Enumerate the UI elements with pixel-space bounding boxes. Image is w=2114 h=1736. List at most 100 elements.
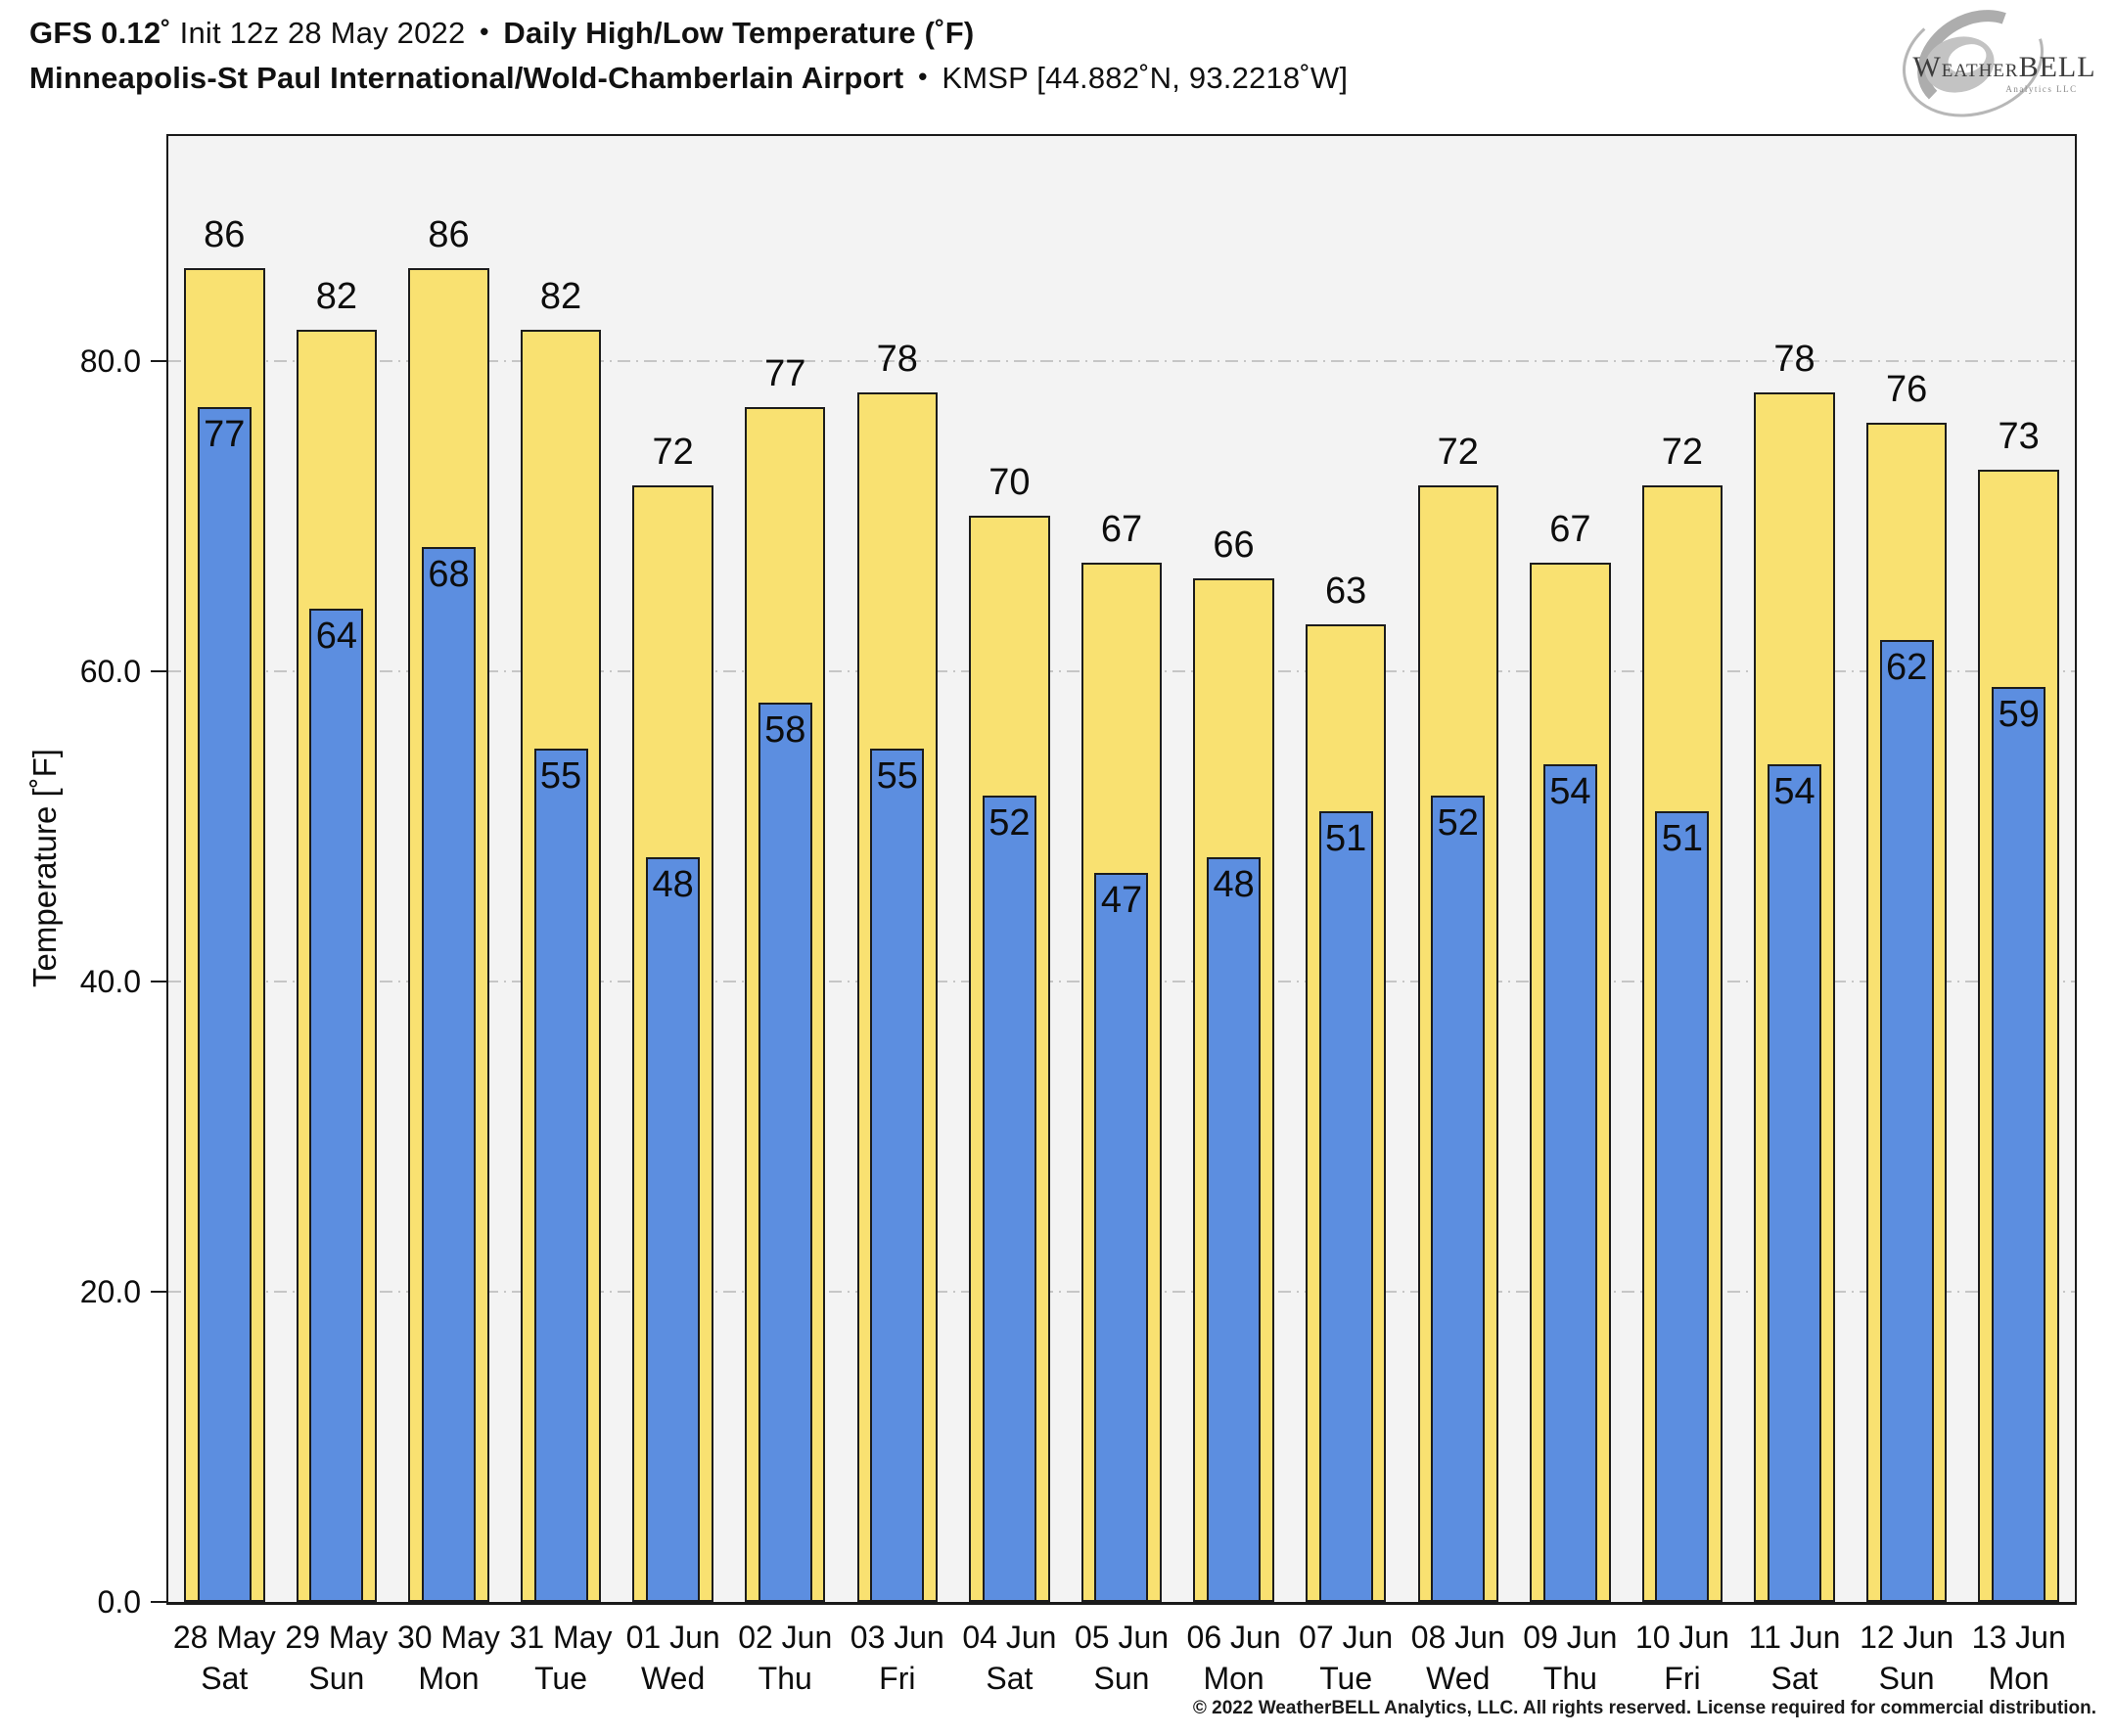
x-label-date: 31 May xyxy=(509,1620,613,1655)
x-label-02 Jun: 02 Jun Thu xyxy=(710,1617,861,1699)
x-label-13 Jun: 13 Jun Mon xyxy=(1943,1617,2094,1699)
x-label-12 Jun: 12 Jun Sun xyxy=(1831,1617,1983,1699)
high-value-label: 66 xyxy=(1213,524,1255,566)
subtitle-station-id: KMSP [44.882˚N, 93.2218˚W] xyxy=(942,61,1349,95)
y-tick-0 xyxy=(151,1601,166,1603)
title-init: Init 12z 28 May 2022 xyxy=(179,16,466,50)
low-bar-01 Jun xyxy=(646,857,701,1602)
x-label-date: 08 Jun xyxy=(1410,1620,1505,1655)
x-label-date: 28 May xyxy=(172,1620,276,1655)
y-tick-label-0: 0.0 xyxy=(97,1584,141,1620)
y-tick-20 xyxy=(151,1290,166,1293)
low-value-label: 52 xyxy=(1437,801,1479,844)
x-label-date: 10 Jun xyxy=(1634,1620,1729,1655)
x-label-date: 03 Jun xyxy=(850,1620,944,1655)
x-label-weekday: Mon xyxy=(1203,1661,1264,1696)
chart-subtitle: Minneapolis-St Paul International/Wold-C… xyxy=(29,61,1348,96)
x-label-weekday: Sun xyxy=(1878,1661,1935,1696)
x-label-weekday: Mon xyxy=(418,1661,480,1696)
low-value-label: 51 xyxy=(1661,817,1704,859)
y-tick-label-60: 60.0 xyxy=(79,653,141,689)
chart-title: GFS 0.12˚ Init 12z 28 May 2022 • Daily H… xyxy=(29,16,974,51)
x-label-08 Jun: 08 Jun Wed xyxy=(1382,1617,1534,1699)
x-label-weekday: Mon xyxy=(1988,1661,2049,1696)
x-label-weekday: Sat xyxy=(986,1661,1034,1696)
x-label-weekday: Fri xyxy=(879,1661,916,1696)
x-label-weekday: Wed xyxy=(1426,1661,1491,1696)
x-label-weekday: Wed xyxy=(641,1661,706,1696)
y-tick-80 xyxy=(151,359,166,362)
x-label-weekday: Sat xyxy=(201,1661,249,1696)
x-label-03 Jun: 03 Jun Fri xyxy=(822,1617,974,1699)
x-label-weekday: Thu xyxy=(1542,1661,1597,1696)
high-value-label: 72 xyxy=(652,431,694,473)
low-value-label: 64 xyxy=(315,616,358,658)
x-label-01 Jun: 01 Jun Wed xyxy=(597,1617,749,1699)
x-label-date: 12 Jun xyxy=(1860,1620,1954,1655)
low-bar-09 Jun xyxy=(1542,764,1597,1602)
logo-text-initial: W xyxy=(1912,51,1941,83)
title-model: GFS 0.12˚ xyxy=(29,16,171,50)
low-value-label: 51 xyxy=(1325,817,1367,859)
low-value-label: 59 xyxy=(1998,693,2040,735)
x-label-date: 02 Jun xyxy=(738,1620,833,1655)
low-bar-31 May xyxy=(533,749,588,1602)
x-label-date: 01 Jun xyxy=(625,1620,720,1655)
high-value-label: 70 xyxy=(988,462,1031,504)
logo-text-rest: EATHER xyxy=(1942,61,2019,81)
plot-area: 86 77 82 64 86 68 82 55 72 48 77 58 78 55 70 52 67 47 66 48… xyxy=(166,134,2077,1605)
low-value-label: 55 xyxy=(876,755,918,798)
x-label-28 May: 28 May Sat xyxy=(149,1617,300,1699)
x-label-weekday: Thu xyxy=(758,1661,812,1696)
y-tick-label-40: 40.0 xyxy=(79,963,141,999)
y-tick-label-20: 20.0 xyxy=(79,1273,141,1309)
y-tick-60 xyxy=(151,669,166,672)
x-label-date: 05 Jun xyxy=(1074,1620,1170,1655)
high-value-label: 63 xyxy=(1325,571,1367,613)
copyright-notice: © 2022 WeatherBELL Analytics, LLC. All r… xyxy=(1192,1698,2096,1718)
low-value-label: 58 xyxy=(764,708,806,751)
low-value-label: 77 xyxy=(204,414,246,456)
low-value-label: 47 xyxy=(1100,879,1143,921)
high-value-label: 77 xyxy=(764,353,806,395)
x-label-weekday: Fri xyxy=(1664,1661,1701,1696)
high-value-label: 67 xyxy=(1549,508,1591,550)
low-value-label: 48 xyxy=(652,864,694,906)
low-bar-11 Jun xyxy=(1768,764,1822,1602)
high-value-label: 86 xyxy=(204,213,246,255)
x-label-09 Jun: 09 Jun Thu xyxy=(1494,1617,1646,1699)
low-bar-10 Jun xyxy=(1655,810,1710,1602)
x-label-date: 29 May xyxy=(285,1620,389,1655)
low-bar-03 Jun xyxy=(870,749,925,1602)
high-value-label: 82 xyxy=(315,276,357,318)
y-axis-title: Temperature [˚F] xyxy=(26,749,63,987)
x-label-10 Jun: 10 Jun Fri xyxy=(1607,1617,1759,1699)
x-label-date: 07 Jun xyxy=(1299,1620,1394,1655)
low-bar-08 Jun xyxy=(1431,795,1486,1602)
high-value-label: 78 xyxy=(1773,338,1815,380)
title-metric: Daily High/Low Temperature (˚F) xyxy=(503,16,975,50)
x-label-date: 06 Jun xyxy=(1186,1620,1281,1655)
x-label-date: 11 Jun xyxy=(1748,1620,1841,1655)
low-bar-06 Jun xyxy=(1207,857,1262,1602)
x-label-29 May: 29 May Sun xyxy=(261,1617,413,1699)
gridline-80 xyxy=(168,359,2075,362)
low-value-label: 55 xyxy=(539,755,582,798)
x-label-weekday: Sat xyxy=(1770,1661,1818,1696)
low-value-label: 52 xyxy=(988,801,1031,844)
x-label-31 May: 31 May Tue xyxy=(485,1617,637,1699)
high-value-label: 73 xyxy=(1998,415,2040,457)
low-bar-30 May xyxy=(421,547,476,1602)
low-value-label: 62 xyxy=(1885,647,1928,689)
low-bar-05 Jun xyxy=(1094,872,1149,1602)
x-label-date: 09 Jun xyxy=(1523,1620,1618,1655)
low-value-label: 54 xyxy=(1549,771,1591,812)
y-tick-40 xyxy=(151,980,166,982)
x-label-date: 13 Jun xyxy=(1971,1620,2066,1655)
high-value-label: 67 xyxy=(1100,508,1143,550)
x-label-weekday: Sun xyxy=(1093,1661,1150,1696)
x-label-05 Jun: 05 Jun Sun xyxy=(1046,1617,1198,1699)
x-label-weekday: Sun xyxy=(308,1661,365,1696)
logo-text-bell: BELL xyxy=(2019,51,2096,83)
low-bar-02 Jun xyxy=(758,702,812,1602)
